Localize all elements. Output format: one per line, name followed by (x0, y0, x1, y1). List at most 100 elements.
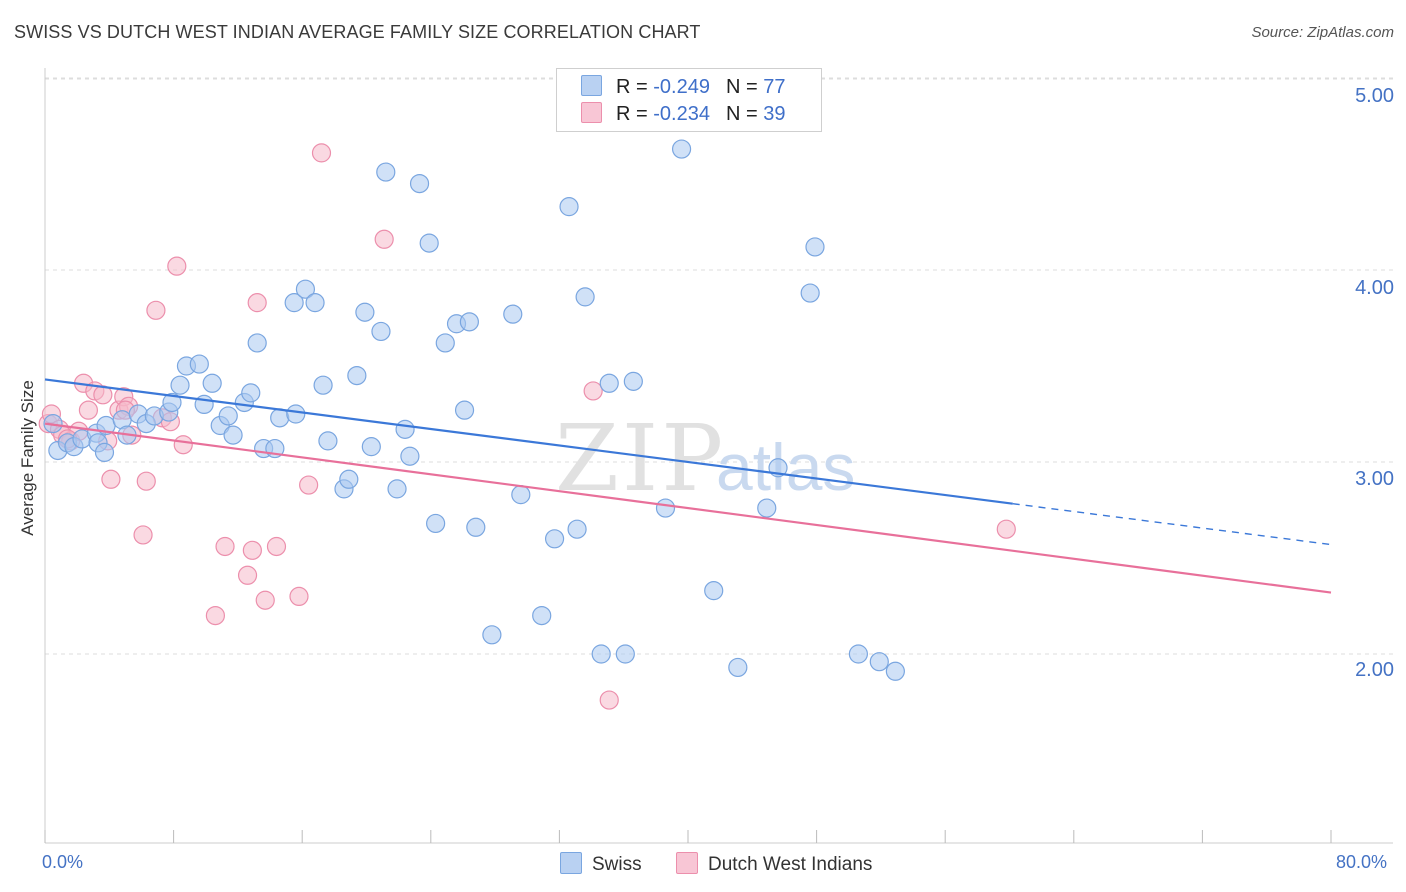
swiss-point (567, 519, 587, 539)
dwi-point (237, 565, 258, 585)
axes (44, 68, 1393, 844)
dwi-point (311, 143, 332, 163)
swiss-point (387, 479, 407, 499)
dwi-point (136, 471, 156, 491)
swiss-point (559, 197, 579, 217)
swiss-point (482, 625, 502, 645)
swiss-point (286, 404, 306, 424)
swiss-point (671, 139, 692, 159)
swiss-point (376, 162, 396, 182)
swiss-point (355, 302, 375, 322)
swiss-point (361, 437, 381, 457)
swiss-r-value: -0.249 (653, 76, 710, 98)
dwi-trend-line (44, 422, 1332, 594)
y-tick-label-3: 3.00 (1355, 468, 1394, 490)
swiss-trend-line (44, 378, 1013, 505)
dwi-r-label: R = (616, 103, 654, 125)
swiss-point (339, 469, 359, 489)
bottom-dwi-swatch (676, 852, 698, 874)
source-credit: Source: ZipAtlas.com (1251, 24, 1394, 41)
swiss-point (270, 408, 290, 428)
dwi-point (299, 475, 319, 495)
swiss-point (435, 333, 455, 353)
swiss-point (591, 644, 611, 664)
swiss-point (218, 406, 238, 426)
dwi-point (266, 536, 287, 557)
swiss-point (347, 366, 367, 386)
swiss-point (800, 283, 820, 303)
swiss-point (247, 333, 267, 353)
dwi-point (78, 400, 99, 420)
trend-lines (44, 378, 1332, 594)
legend-row-swiss: R = -0.249 N = 77 (581, 75, 785, 99)
chart-title: SWISS VS DUTCH WEST INDIAN AVERAGE FAMIL… (14, 22, 701, 42)
swiss-point (295, 279, 316, 299)
legend-row-dwi: R = -0.234 N = 39 (581, 102, 785, 126)
swiss-point (426, 513, 446, 534)
dwi-point (173, 435, 193, 455)
swiss-point (532, 605, 552, 626)
dwi-point (146, 300, 166, 320)
dwi-point (242, 540, 262, 560)
dwi-swatch (581, 102, 602, 123)
dwi-point (255, 590, 275, 610)
bottom-legend-dwi: Dutch West Indians (676, 852, 872, 876)
swiss-n-label: N = (725, 76, 764, 98)
dwi-point (599, 690, 619, 710)
y-tick-label-2: 2.00 (1355, 659, 1394, 681)
dwi-point (583, 381, 603, 401)
bottom-swiss-swatch (560, 852, 582, 874)
dwi-n-label: N = (725, 103, 764, 125)
swiss-point (409, 174, 430, 194)
swiss-point (466, 517, 486, 537)
swiss-point (223, 425, 243, 445)
dwi-n-value: 39 (763, 103, 786, 125)
swiss-point (623, 371, 643, 391)
dwi-point (215, 536, 235, 557)
stats-legend: R = -0.249 N = 77 R = -0.234 N = 39 (556, 68, 822, 132)
swiss-point (454, 400, 475, 420)
bottom-dwi-label: Dutch West Indians (708, 854, 873, 875)
swiss-point (615, 644, 635, 664)
dwi-point (101, 469, 121, 489)
swiss-point (655, 498, 676, 518)
swiss-point (459, 312, 479, 332)
dutch-west-indians-points (38, 143, 1016, 710)
swiss-point (305, 293, 325, 313)
swiss-point (94, 442, 115, 462)
swiss-point (395, 419, 415, 439)
swiss-point (318, 431, 338, 451)
swiss-swatch (581, 75, 602, 96)
dwi-point (133, 525, 153, 545)
watermark-zip: ZIP (555, 405, 726, 512)
swiss-point (189, 354, 209, 374)
swiss-point (503, 304, 523, 324)
swiss-point (170, 375, 190, 395)
y-tick-label-4: 4.00 (1355, 277, 1394, 299)
swiss-point (728, 657, 748, 678)
swiss-point (848, 644, 868, 664)
bottom-swiss-label: Swiss (592, 854, 642, 875)
dwi-point (167, 256, 187, 276)
swiss-point (885, 661, 905, 681)
swiss-point (241, 383, 261, 403)
dwi-point (247, 293, 267, 313)
swiss-point (544, 529, 565, 549)
swiss-trend-extension (1012, 502, 1332, 546)
swiss-point (704, 581, 724, 601)
dwi-point (996, 519, 1016, 539)
swiss-points (43, 139, 905, 681)
swiss-point (805, 237, 825, 257)
swiss-point (575, 287, 595, 307)
swiss-point (371, 321, 391, 342)
swiss-point (511, 485, 531, 505)
swiss-point (757, 498, 777, 518)
x-tick-label-max: 80.0% (1336, 852, 1388, 872)
swiss-r-label: R = (616, 76, 654, 98)
swiss-n-value: 77 (763, 76, 786, 98)
swiss-point (162, 392, 182, 413)
swiss-point (313, 375, 333, 395)
x-tick-label-min: 0.0% (42, 852, 84, 872)
dwi-point (374, 229, 394, 249)
